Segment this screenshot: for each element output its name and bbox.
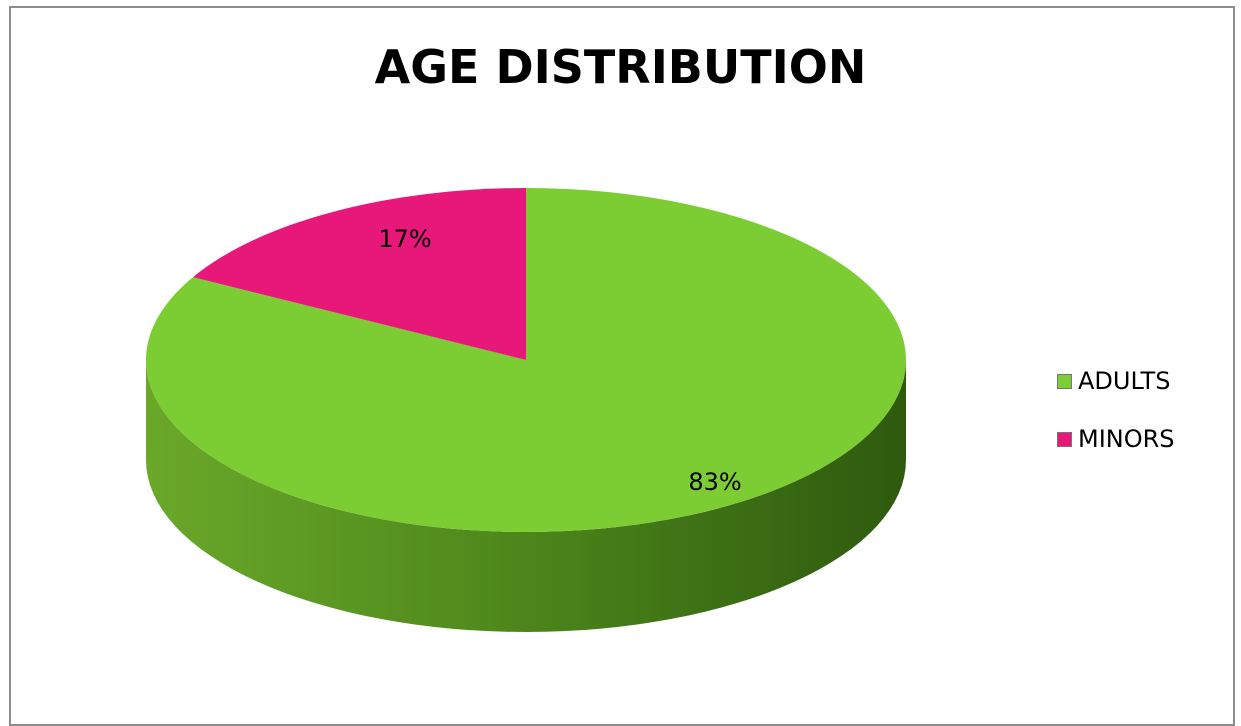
legend-swatch-minors (1057, 431, 1072, 447)
data-label-adults: 83% (688, 468, 741, 496)
pie-chart: 83% 17% (145, 188, 906, 632)
pie-slice-adults (145, 188, 906, 532)
legend: ADULTS MINORS (1057, 366, 1175, 482)
legend-item-adults: ADULTS (1057, 366, 1175, 396)
pie-side-adults (146, 360, 906, 632)
legend-item-minors: MINORS (1057, 424, 1175, 454)
legend-label-adults: ADULTS (1078, 367, 1171, 395)
pie-top (145, 188, 906, 532)
legend-swatch-adults (1057, 373, 1072, 389)
pie-labels: 83% 17% (378, 225, 741, 496)
chart-title: AGE DISTRIBUTION (374, 40, 867, 94)
legend-label-minors: MINORS (1078, 425, 1175, 453)
pie-slice-minors (193, 188, 526, 360)
data-label-minors: 17% (378, 225, 431, 253)
pie-sides (146, 360, 906, 632)
